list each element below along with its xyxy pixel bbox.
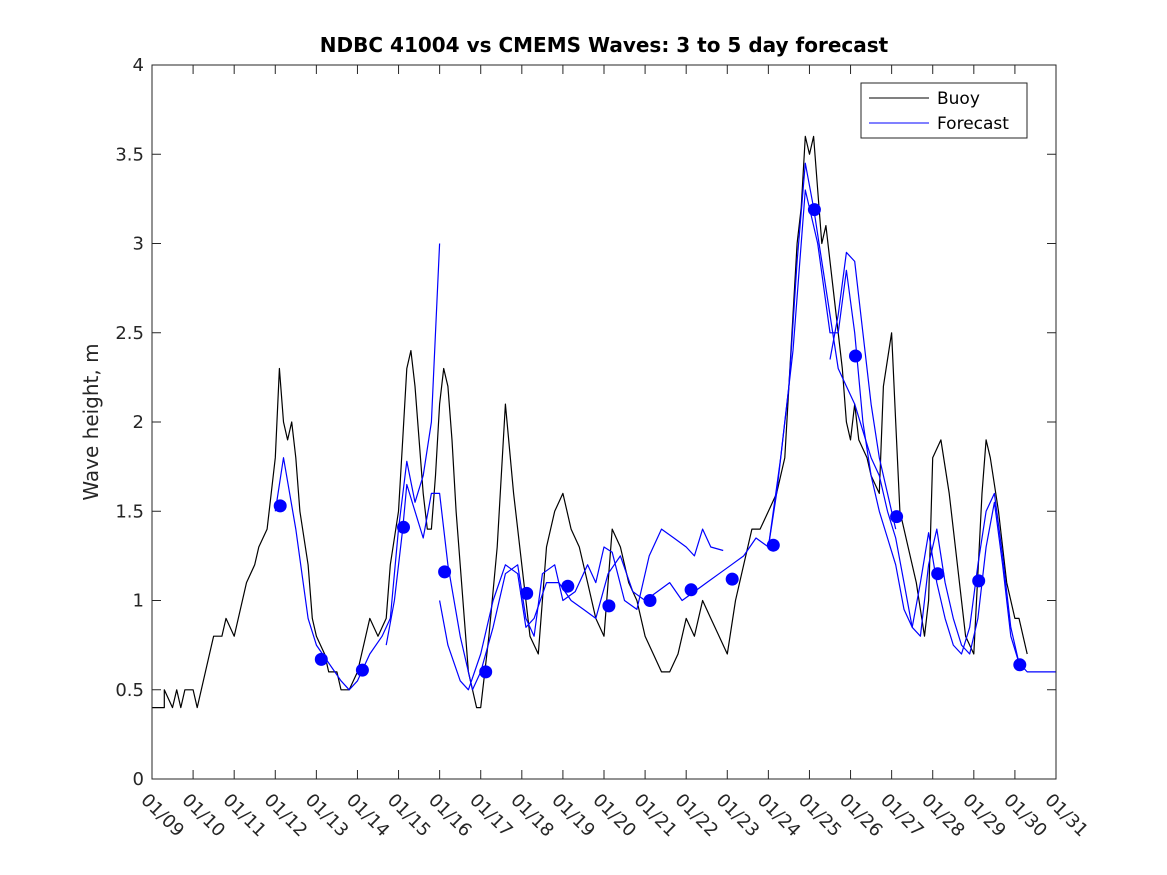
forecast-marker	[479, 665, 493, 679]
chart-title: NDBC 41004 vs CMEMS Waves: 3 to 5 day fo…	[320, 33, 889, 57]
y-tick-label: 3.5	[115, 144, 144, 165]
series-line-forecast-run-4	[767, 189, 1020, 664]
y-tick-label: 1.5	[115, 501, 144, 522]
forecast-marker	[643, 594, 657, 607]
y-tick-label: 2.5	[115, 323, 144, 344]
series-line-forecast-run-5	[829, 251, 897, 530]
y-tick-label: 4	[133, 55, 144, 76]
legend-label-buoy: Buoy	[937, 89, 980, 109]
forecast-marker	[397, 520, 410, 534]
y-tick-label: 0	[133, 769, 144, 790]
y-tick-label: 0.5	[115, 680, 144, 701]
legend-label-forecast: Forecast	[937, 114, 1009, 134]
forecast-marker	[520, 586, 534, 600]
forecast-marker	[766, 538, 780, 552]
forecast-marker	[684, 583, 698, 597]
forecast-marker	[355, 663, 369, 677]
legend-box	[860, 82, 1028, 139]
forecast-marker	[725, 572, 739, 586]
y-tick-label: 2	[133, 412, 144, 433]
y-tick-label: 1	[133, 591, 144, 612]
series-line-forecast-run-3	[439, 162, 1056, 691]
forecast-marker	[273, 499, 287, 513]
series-line-buoy	[152, 135, 1028, 709]
y-tick-label: 3	[133, 234, 144, 255]
forecast-marker	[602, 599, 616, 613]
forecast-marker	[972, 574, 986, 588]
marker-layer	[273, 203, 1027, 679]
forecast-marker	[561, 579, 575, 593]
forecast-marker	[314, 652, 328, 666]
forecast-marker	[807, 203, 821, 217]
forecast-marker	[931, 567, 945, 581]
series-line-forecast-run-2	[385, 483, 724, 691]
forecast-marker	[890, 510, 904, 524]
y-axis-label: Wave height, m	[79, 343, 103, 500]
forecast-marker	[438, 565, 452, 579]
legend: Buoy Forecast	[860, 82, 1028, 139]
forecast-marker	[849, 349, 862, 363]
plot-area	[152, 65, 1056, 779]
forecast-marker	[1013, 658, 1027, 672]
